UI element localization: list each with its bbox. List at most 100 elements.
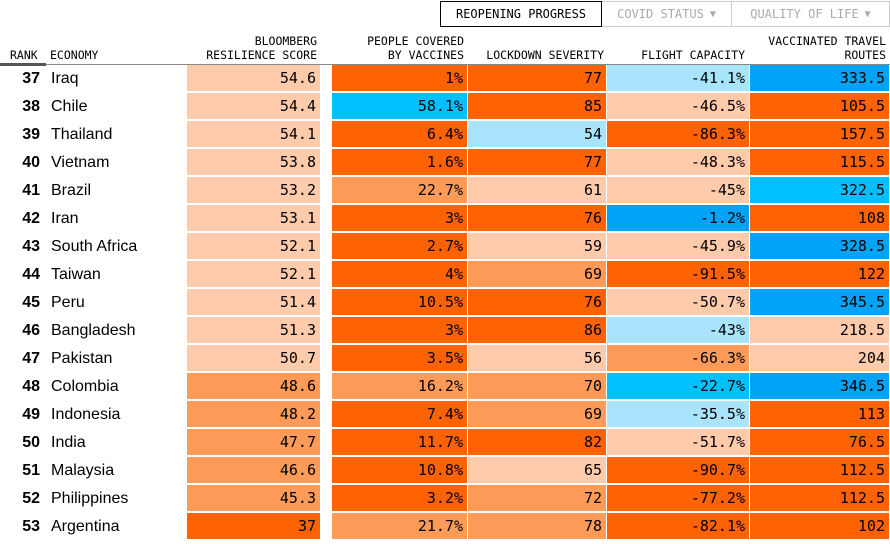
cell-score: 48.2 bbox=[187, 401, 321, 428]
cell-lockdown: 65 bbox=[468, 457, 607, 484]
cell-vaccines: 10.8% bbox=[332, 457, 468, 484]
cell-score: 48.6 bbox=[187, 373, 321, 400]
tab-covid-status[interactable]: COVID STATUS ▼ bbox=[602, 1, 732, 27]
cell-flight: -66.3% bbox=[607, 345, 750, 372]
economy-name: Taiwan bbox=[51, 266, 101, 283]
table-row: 39 Thailand 54.1 6.4% 54 -86.3% 157.5 bbox=[0, 121, 890, 149]
cell-score: 52.1 bbox=[187, 233, 321, 260]
cell-vaccines: 3.5% bbox=[332, 345, 468, 372]
cell-flight: -77.2% bbox=[607, 485, 750, 512]
rank: 41 bbox=[22, 182, 40, 199]
cell-vaccines: 21.7% bbox=[332, 513, 468, 540]
rank: 49 bbox=[22, 406, 40, 423]
header-economy[interactable]: ECONOMY bbox=[50, 48, 99, 62]
cell-flight: -51.7% bbox=[607, 429, 750, 456]
cell-score: 52.1 bbox=[187, 261, 321, 288]
economy-name: Iran bbox=[51, 210, 79, 227]
economy-name: Bangladesh bbox=[51, 322, 136, 339]
cell-vaccines: 1% bbox=[332, 65, 468, 92]
cell-flight: -91.5% bbox=[607, 261, 750, 288]
rank: 53 bbox=[22, 518, 40, 535]
economy-name: India bbox=[51, 434, 86, 451]
cell-score: 51.4 bbox=[187, 289, 321, 316]
header-score[interactable]: BLOOMBERG RESILIENCE SCORE bbox=[206, 34, 317, 62]
cell-routes: 112.5 bbox=[750, 485, 890, 512]
cell-routes: 204 bbox=[750, 345, 890, 372]
table-row: 40 Vietnam 53.8 1.6% 77 -48.3% 115.5 bbox=[0, 149, 890, 177]
tab-quality-of-life[interactable]: QUALITY OF LIFE ▼ bbox=[732, 1, 890, 27]
economy-name: South Africa bbox=[51, 238, 138, 255]
table-row: 43 South Africa 52.1 2.7% 59 -45.9% 328.5 bbox=[0, 233, 890, 261]
economy-name: Vietnam bbox=[51, 154, 110, 171]
rank: 46 bbox=[22, 322, 40, 339]
cell-lockdown: 61 bbox=[468, 177, 607, 204]
table-row: 45 Peru 51.4 10.5% 76 -50.7% 345.5 bbox=[0, 289, 890, 317]
header-vaccines[interactable]: PEOPLE COVERED BY VACCINES bbox=[367, 34, 464, 62]
cell-lockdown: 69 bbox=[468, 401, 607, 428]
cell-score: 46.6 bbox=[187, 457, 321, 484]
economy-name: Philippines bbox=[51, 490, 129, 507]
economy-name: Chile bbox=[51, 98, 88, 115]
cell-vaccines: 58.1% bbox=[332, 93, 468, 120]
table-row: 42 Iran 53.1 3% 76 -1.2% 108 bbox=[0, 205, 890, 233]
cell-routes: 346.5 bbox=[750, 373, 890, 400]
cell-lockdown: 82 bbox=[468, 429, 607, 456]
header-rank[interactable]: RANK bbox=[10, 48, 38, 62]
cell-vaccines: 6.4% bbox=[332, 121, 468, 148]
rank: 40 bbox=[22, 154, 40, 171]
table-row: 47 Pakistan 50.7 3.5% 56 -66.3% 204 bbox=[0, 345, 890, 373]
rank: 48 bbox=[22, 378, 40, 395]
cell-vaccines: 10.5% bbox=[332, 289, 468, 316]
cell-score: 54.4 bbox=[187, 93, 321, 120]
cell-routes: 328.5 bbox=[750, 233, 890, 260]
cell-flight: -86.3% bbox=[607, 121, 750, 148]
header-flight[interactable]: FLIGHT CAPACITY bbox=[641, 48, 745, 62]
cell-vaccines: 2.7% bbox=[332, 233, 468, 260]
header-lockdown[interactable]: LOCKDOWN SEVERITY bbox=[486, 48, 604, 62]
cell-lockdown: 77 bbox=[468, 65, 607, 92]
cell-routes: 333.5 bbox=[750, 65, 890, 92]
rank: 51 bbox=[22, 462, 40, 479]
cell-vaccines: 16.2% bbox=[332, 373, 468, 400]
economy-name: Thailand bbox=[51, 126, 113, 143]
economy-name: Brazil bbox=[51, 182, 92, 199]
cell-score: 53.8 bbox=[187, 149, 321, 176]
cell-routes: 112.5 bbox=[750, 457, 890, 484]
table-row: 38 Chile 54.4 58.1% 85 -46.5% 105.5 bbox=[0, 93, 890, 121]
tab-reopening-progress[interactable]: REOPENING PROGRESS bbox=[440, 1, 602, 27]
table-row: 44 Taiwan 52.1 4% 69 -91.5% 122 bbox=[0, 261, 890, 289]
table-row: 48 Colombia 48.6 16.2% 70 -22.7% 346.5 bbox=[0, 373, 890, 401]
cell-routes: 105.5 bbox=[750, 93, 890, 120]
table-row: 41 Brazil 53.2 22.7% 61 -45% 322.5 bbox=[0, 177, 890, 205]
economy-name: Argentina bbox=[51, 518, 120, 535]
cell-score: 53.2 bbox=[187, 177, 321, 204]
cell-flight: -46.5% bbox=[607, 93, 750, 120]
cell-score: 54.1 bbox=[187, 121, 321, 148]
cell-flight: -45% bbox=[607, 177, 750, 204]
cell-lockdown: 54 bbox=[468, 121, 607, 148]
economy-name: Indonesia bbox=[51, 406, 121, 423]
cell-score: 51.3 bbox=[187, 317, 321, 344]
cell-score: 54.6 bbox=[187, 65, 321, 92]
cell-lockdown: 72 bbox=[468, 485, 607, 512]
cell-score: 37 bbox=[187, 513, 321, 540]
cell-lockdown: 69 bbox=[468, 261, 607, 288]
cell-flight: -41.1% bbox=[607, 65, 750, 92]
sort-indicator bbox=[0, 63, 46, 66]
caret-down-icon: ▼ bbox=[864, 8, 871, 20]
header-routes[interactable]: VACCINATED TRAVEL ROUTES bbox=[768, 34, 886, 62]
cell-flight: -43% bbox=[607, 317, 750, 344]
cell-lockdown: 76 bbox=[468, 205, 607, 232]
cell-vaccines: 4% bbox=[332, 261, 468, 288]
rank: 39 bbox=[22, 126, 40, 143]
cell-score: 53.1 bbox=[187, 205, 321, 232]
cell-flight: -90.7% bbox=[607, 457, 750, 484]
economy-name: Iraq bbox=[51, 70, 79, 87]
table-row: 53 Argentina 37 21.7% 78 -82.1% 102 bbox=[0, 513, 890, 541]
cell-routes: 322.5 bbox=[750, 177, 890, 204]
cell-routes: 113 bbox=[750, 401, 890, 428]
rank: 47 bbox=[22, 350, 40, 367]
cell-vaccines: 1.6% bbox=[332, 149, 468, 176]
cell-routes: 76.5 bbox=[750, 429, 890, 456]
cell-routes: 102 bbox=[750, 513, 890, 540]
